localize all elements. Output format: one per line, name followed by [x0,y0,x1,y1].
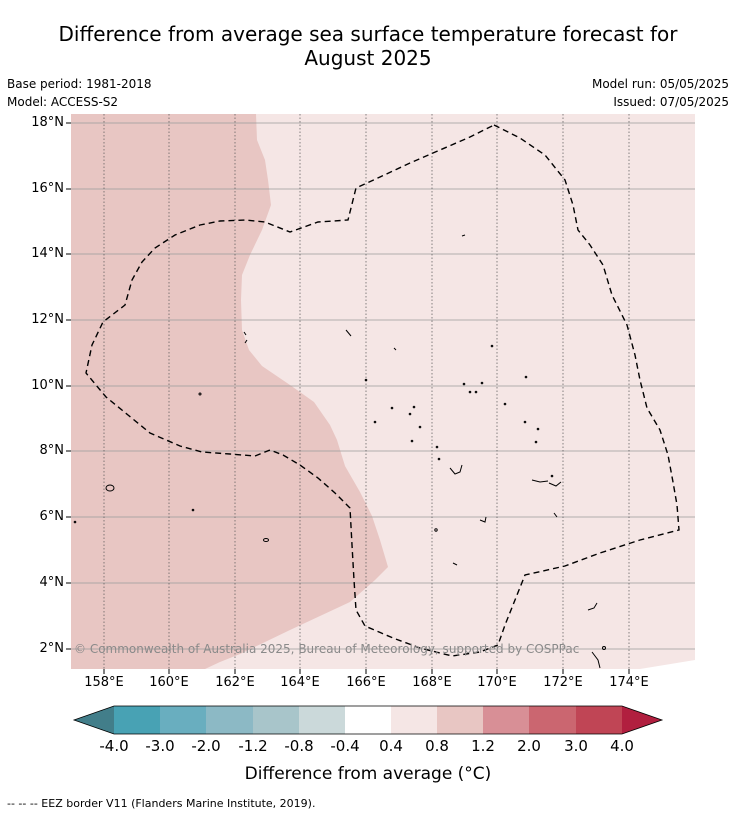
model-run: Model run: 05/05/2025 [591,77,729,91]
colorbar-outline [72,705,664,735]
lat-label: 2°N [39,641,65,656]
copyright-credit: © Commonwealth of Australia 2025, Bureau… [74,642,580,656]
colorbar-tick-label: -4.0 [99,737,129,755]
colorbar-tick-label: 3.0 [564,737,588,755]
lon-label: 166°E [346,675,386,690]
eez-border [85,124,680,657]
colorbar-bin-2 [160,706,206,734]
colorbar-bin-8 [437,706,483,734]
islands [73,234,606,669]
base-period: Base period: 1981-2018 [7,77,152,91]
map-title: Difference from average sea surface temp… [0,22,736,70]
colorbar-tick-label: 0.4 [379,737,403,755]
meridian-lines [103,114,630,669]
lat-label: 16°N [31,181,64,196]
colorbar-tick-label: 0.8 [425,737,449,755]
map-title-line2: August 2025 [304,46,432,70]
lon-ticks [103,669,630,674]
lat-label: 10°N [31,378,64,393]
lat-label: 18°N [31,115,64,130]
lat-label: 12°N [31,312,64,327]
colorbar-tick-label: -3.0 [145,737,175,755]
lat-label: 14°N [31,246,64,261]
colorbar [72,705,664,735]
colorbar-bin-9 [483,706,529,734]
lat-label: 8°N [39,443,65,458]
colorbar-bin-5 [299,706,345,734]
anomaly-fill-east-edge [640,660,695,669]
grid-lines [71,122,695,650]
colorbar-tick-label: 2.0 [517,737,541,755]
lon-label: 160°E [149,675,189,690]
colorbar-tick-label: -0.8 [284,737,314,755]
colorbar-tick-label: -0.4 [330,737,360,755]
lon-label: 168°E [412,675,452,690]
colorbar-tick-label: 1.2 [471,737,495,755]
colorbar-extend-high [622,706,662,734]
colorbar-bin-3 [206,706,253,734]
colorbar-tick-label: -2.0 [191,737,221,755]
lon-label: 164°E [280,675,320,690]
meta-left: Base period: 1981-2018 Model: ACCESS-S2 [7,75,152,111]
eez-footnote: -- -- -- EEZ border V11 (Flanders Marine… [7,797,316,810]
colorbar-bin-7 [391,706,437,734]
lat-label: 6°N [39,509,65,524]
model-name: Model: ACCESS-S2 [7,95,119,109]
lon-label: 170°E [477,675,517,690]
lat-label: 4°N [39,575,65,590]
colorbar-bin-11 [576,706,622,734]
lon-label: 172°E [543,675,583,690]
lon-label: 174°E [609,675,649,690]
colorbar-tick-label: -1.2 [238,737,268,755]
issued-date: Issued: 07/05/2025 [613,95,729,109]
lat-ticks [66,122,71,650]
colorbar-bin-6 [345,706,391,734]
lon-label: 158°E [84,675,124,690]
colorbar-bin-1 [114,706,160,734]
colorbar-bin-4 [253,706,299,734]
meta-right: Model run: 05/05/2025 Issued: 07/05/2025 [592,75,729,111]
map-title-line1: Difference from average sea surface temp… [58,22,678,46]
lon-label: 162°E [215,675,255,690]
colorbar-bin-10 [529,706,576,734]
colorbar-tick-label: 4.0 [610,737,634,755]
colorbar-title: Difference from average (°C) [244,764,492,784]
colorbar-extend-low [74,706,114,734]
